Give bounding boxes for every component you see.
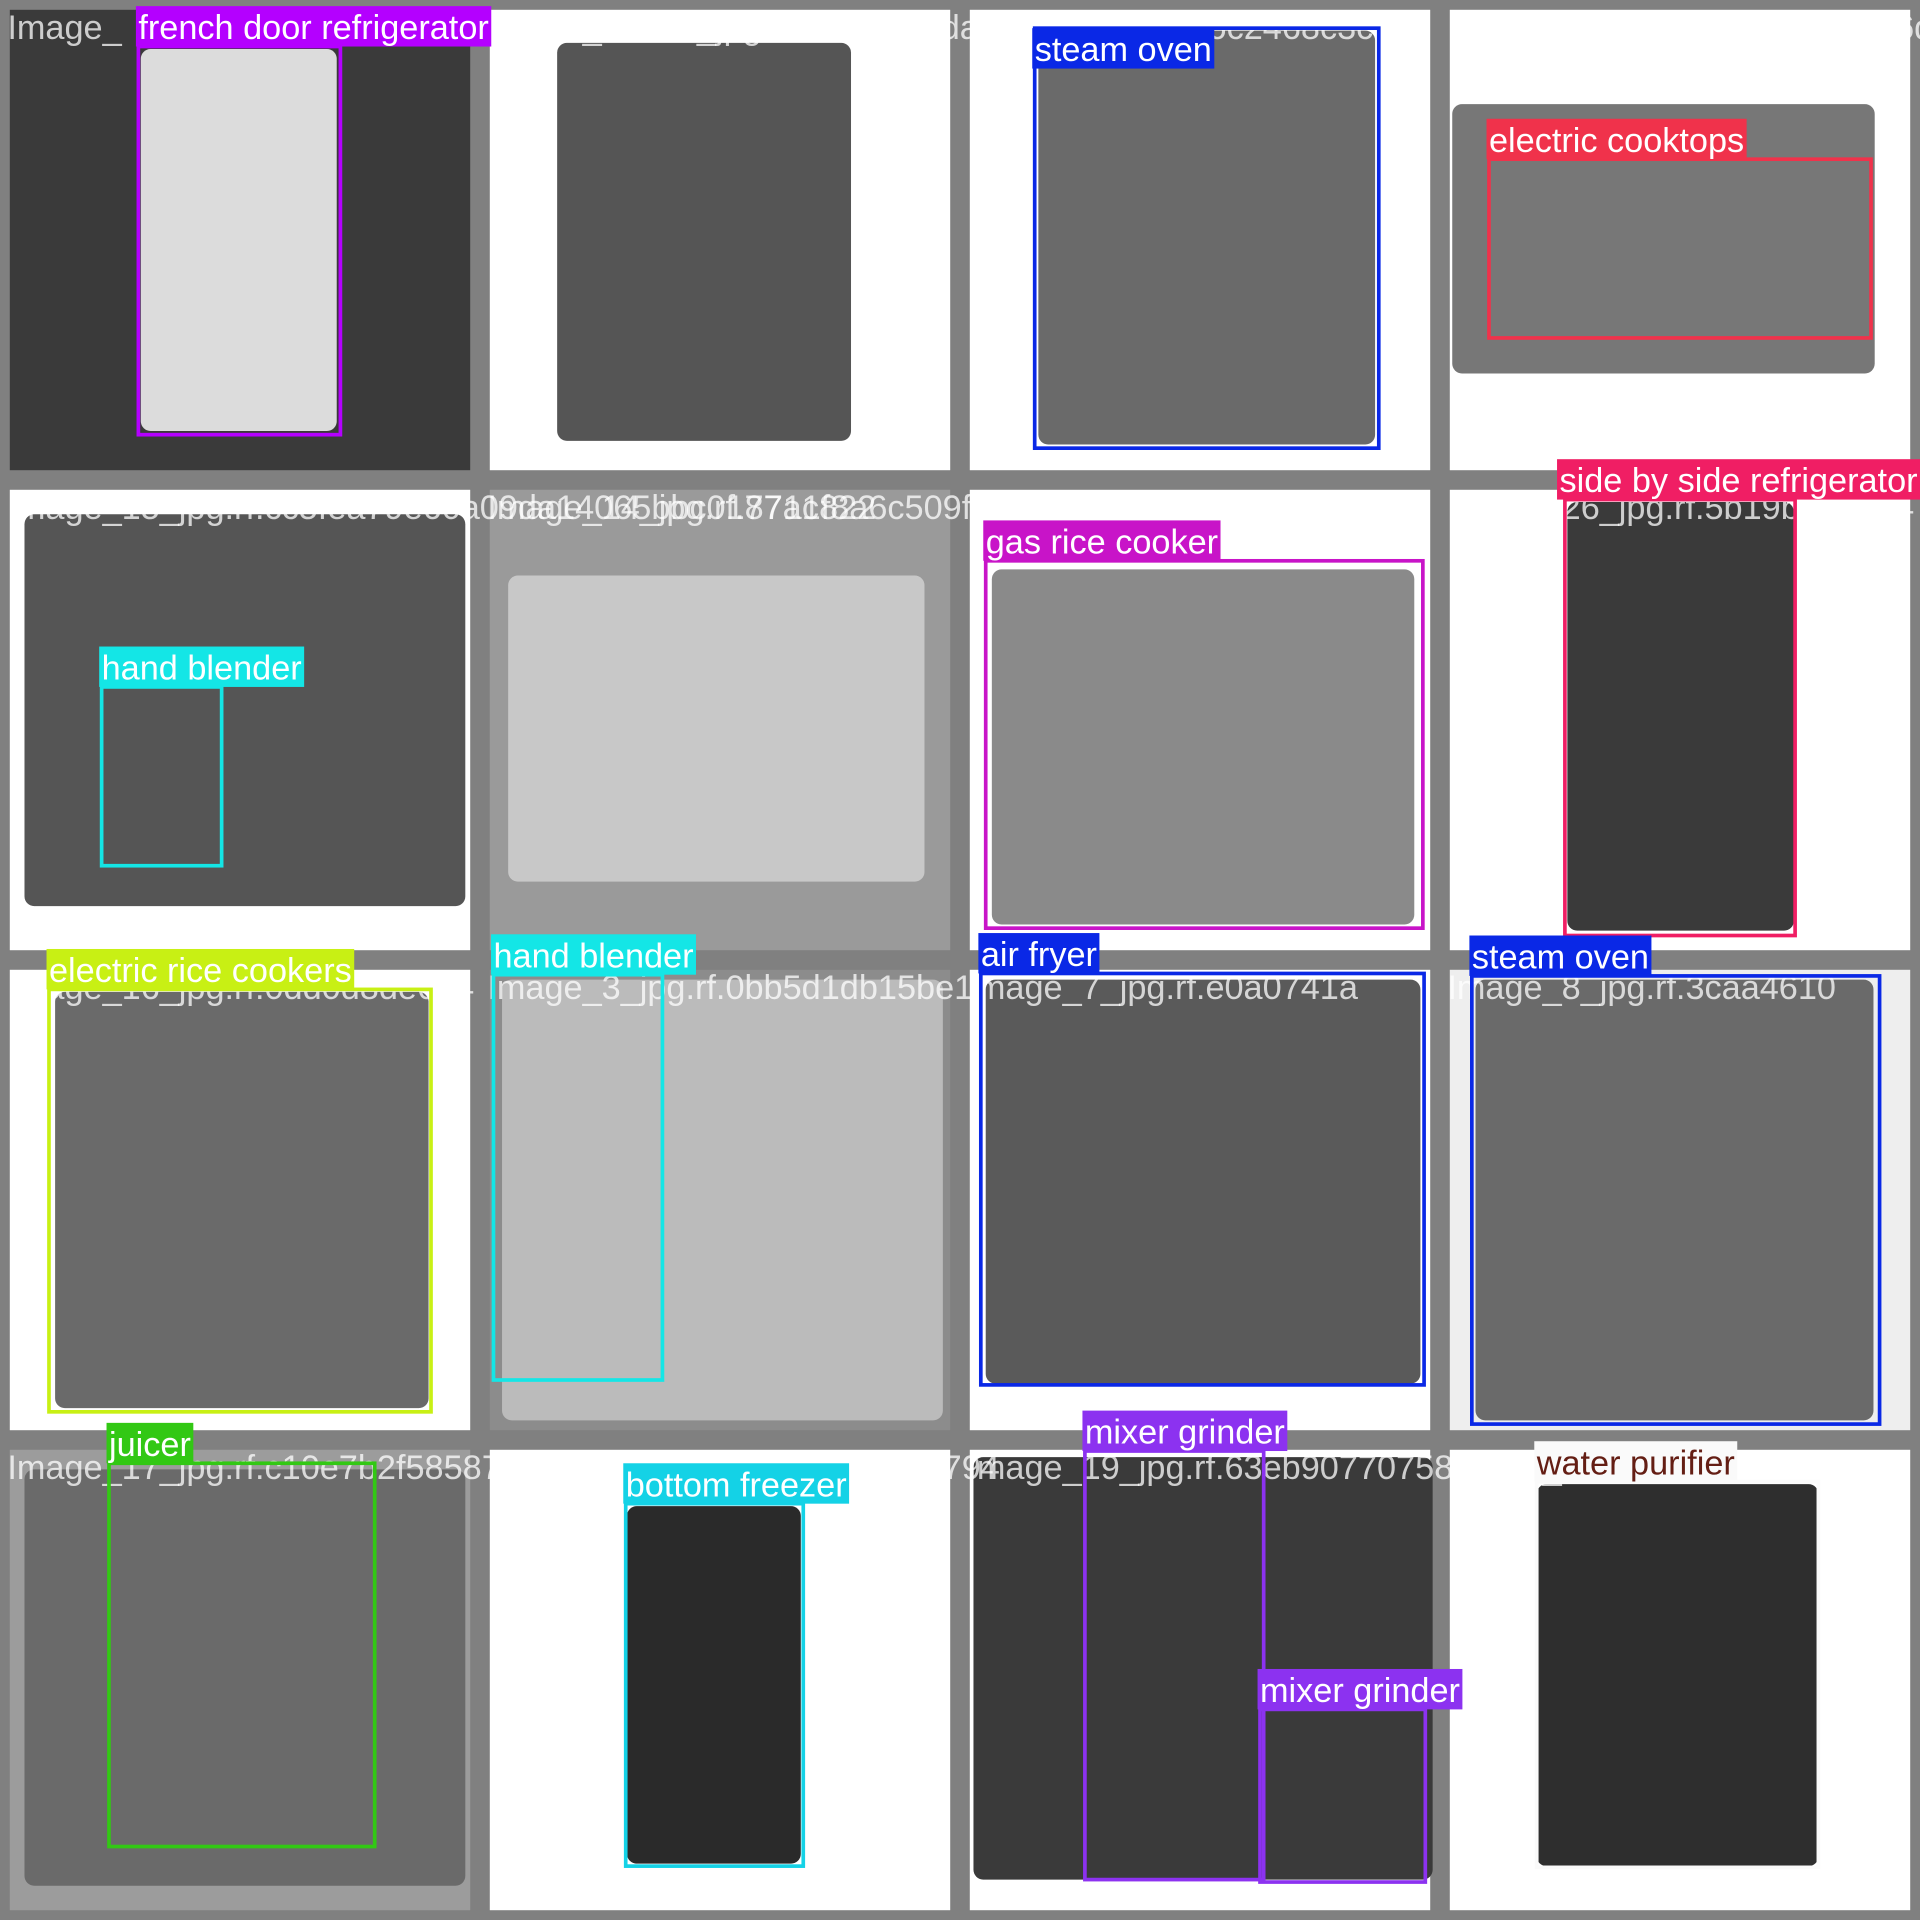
label-background — [491, 934, 696, 975]
object — [1567, 502, 1794, 931]
label-background — [1257, 1668, 1463, 1710]
box-label: juicer — [108, 1426, 191, 1464]
box-label: water purifier — [1536, 1444, 1735, 1482]
object — [991, 569, 1415, 925]
box-label: hand blender — [493, 937, 693, 975]
box-label: electric rice cookers — [49, 952, 352, 990]
label-background — [1032, 28, 1215, 69]
object — [1038, 30, 1376, 445]
box-label: mixer grinder — [1085, 1414, 1285, 1452]
filename: Image_7_jpg.rf.e0a0741a — [967, 969, 1359, 1007]
box-label: french door refrigerator — [138, 9, 488, 47]
object — [626, 1506, 801, 1864]
box-label: side by side refrigerator — [1559, 462, 1917, 500]
box-label: air fryer — [981, 936, 1097, 974]
box-label: electric cooktops — [1489, 122, 1744, 160]
object — [24, 1469, 466, 1886]
filename: Image_23_jpg.rf.66007892aa6d18 — [1447, 9, 1920, 47]
box-label: bottom freezer — [626, 1466, 847, 1504]
label-background — [1486, 118, 1747, 160]
object — [140, 48, 337, 432]
object — [1475, 979, 1874, 1421]
label-background — [978, 933, 1100, 974]
label-background — [99, 646, 305, 687]
label-background — [46, 948, 355, 990]
object — [24, 514, 466, 907]
bounding-box — [1470, 974, 1882, 1426]
label-background — [1082, 1410, 1288, 1452]
object — [502, 979, 943, 1421]
box-label: steam oven — [1472, 939, 1649, 977]
label-background — [1557, 459, 1920, 500]
box-label: hand blender — [102, 650, 302, 688]
bounding-box — [978, 971, 1426, 1387]
object — [557, 42, 852, 441]
label-background — [106, 1422, 194, 1464]
object — [985, 979, 1421, 1384]
box-label: gas rice cooker — [986, 523, 1218, 561]
box-label: steam oven — [1035, 31, 1212, 69]
filename: Image_19_jpg.rf.63eb907707583 — [967, 1449, 1472, 1487]
object — [55, 991, 429, 1409]
object — [508, 575, 925, 882]
box-label: mixer grinder — [1260, 1672, 1460, 1710]
label-background — [135, 6, 492, 47]
filename: Image_15_jpg.rf.cc5fea79e60a09da14065bbc… — [7, 489, 876, 527]
object — [1536, 1484, 1819, 1867]
label-background — [1469, 935, 1652, 976]
object — [973, 1457, 1433, 1880]
bounding-box — [107, 1461, 377, 1849]
filename: Image_ — [7, 9, 122, 47]
label-background — [623, 1463, 850, 1504]
label-background — [1534, 1441, 1738, 1482]
object — [1452, 104, 1875, 374]
label-background — [983, 520, 1221, 561]
